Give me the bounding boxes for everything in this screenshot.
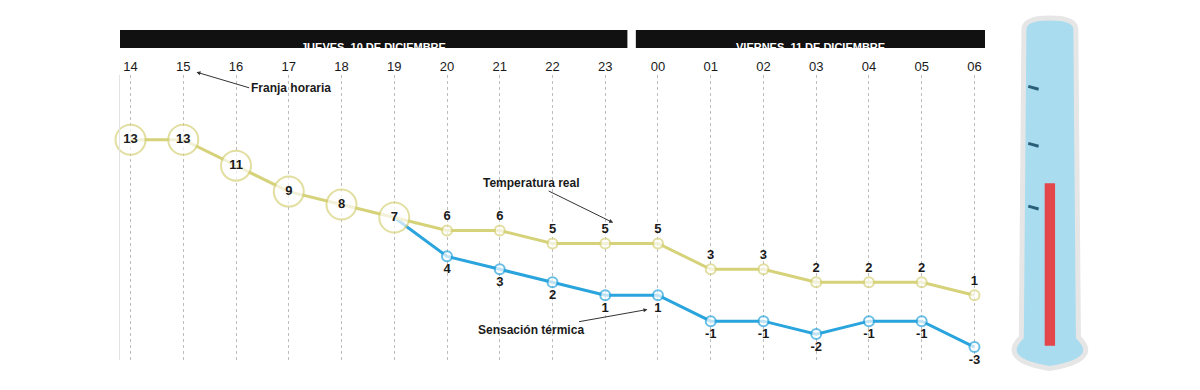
svg-text:05: 05	[914, 59, 928, 74]
svg-text:3: 3	[760, 247, 767, 262]
svg-text:17: 17	[282, 59, 296, 74]
svg-text:3: 3	[707, 247, 714, 262]
svg-text:2: 2	[918, 260, 925, 275]
svg-text:-3: -3	[969, 352, 981, 367]
svg-text:6: 6	[496, 208, 503, 223]
svg-text:5: 5	[602, 221, 609, 236]
svg-text:2: 2	[865, 260, 872, 275]
svg-text:11: 11	[229, 157, 243, 172]
svg-text:4: 4	[443, 261, 451, 276]
svg-text:-1: -1	[758, 326, 770, 341]
svg-text:02: 02	[756, 59, 770, 74]
svg-text:JUEVES, 10 DE DICIEMBRE: JUEVES, 10 DE DICIEMBRE	[301, 41, 446, 53]
svg-text:04: 04	[862, 59, 876, 74]
svg-text:13: 13	[176, 131, 190, 146]
svg-text:8: 8	[338, 196, 345, 211]
svg-text:-1: -1	[916, 326, 928, 341]
svg-text:-1: -1	[705, 326, 717, 341]
svg-text:1: 1	[654, 300, 661, 315]
svg-text:14: 14	[123, 59, 137, 74]
svg-text:5: 5	[549, 221, 556, 236]
svg-text:1: 1	[602, 300, 609, 315]
svg-text:9: 9	[285, 183, 292, 198]
svg-text:06: 06	[967, 59, 981, 74]
svg-text:01: 01	[703, 59, 717, 74]
svg-text:1: 1	[971, 273, 978, 288]
svg-text:21: 21	[493, 59, 507, 74]
svg-text:16: 16	[229, 59, 243, 74]
svg-text:2: 2	[549, 287, 556, 302]
svg-text:VIERNES, 11 DE DICIEMBRE: VIERNES, 11 DE DICIEMBRE	[736, 41, 885, 53]
svg-text:2: 2	[813, 260, 820, 275]
svg-text:15: 15	[176, 59, 190, 74]
svg-text:13: 13	[123, 131, 137, 146]
svg-text:-2: -2	[810, 339, 822, 354]
svg-text:22: 22	[545, 59, 559, 74]
svg-text:23: 23	[598, 59, 612, 74]
svg-text:Sensación térmica: Sensación térmica	[478, 323, 584, 337]
svg-text:3: 3	[496, 274, 503, 289]
svg-text:00: 00	[651, 59, 665, 74]
svg-text:7: 7	[391, 209, 398, 224]
svg-text:Temperatura real: Temperatura real	[483, 176, 580, 190]
svg-text:-1: -1	[863, 326, 875, 341]
svg-text:20: 20	[440, 59, 454, 74]
svg-text:03: 03	[809, 59, 823, 74]
svg-text:6: 6	[443, 208, 450, 223]
svg-text:18: 18	[334, 59, 348, 74]
svg-text:5: 5	[654, 221, 661, 236]
svg-text:19: 19	[387, 59, 401, 74]
svg-text:Franja horaria: Franja horaria	[251, 81, 331, 95]
